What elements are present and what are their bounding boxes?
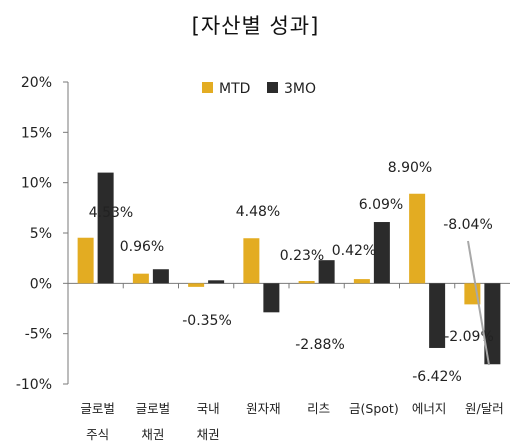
category-label: 글로벌 bbox=[136, 401, 171, 416]
bar-mtd bbox=[243, 238, 260, 284]
data-label: 4.53% bbox=[89, 205, 133, 221]
data-label: 0.42% bbox=[332, 243, 376, 259]
y-tick-label: 20% bbox=[21, 75, 52, 91]
y-tick-label: 15% bbox=[21, 125, 52, 141]
y-tick-label: 5% bbox=[30, 226, 52, 242]
chart-title: [자산별 성과] bbox=[191, 14, 320, 38]
category-label: 채권 bbox=[197, 427, 220, 442]
data-labels: 4.53% 0.96% -0.35% 4.48% -2.88% 0.23% 0.42% 6.0… bbox=[89, 160, 494, 385]
category-label: 원자재 bbox=[246, 401, 281, 416]
bar-mtd bbox=[353, 279, 370, 284]
bar-mtd bbox=[298, 281, 315, 284]
bar-3mo bbox=[429, 283, 446, 348]
category-label: 리츠 bbox=[307, 401, 330, 416]
data-label: -2.09% bbox=[444, 329, 494, 345]
data-label: 0.96% bbox=[120, 239, 164, 255]
bar-3mo bbox=[373, 222, 390, 284]
legend: MTD 3MO bbox=[202, 81, 316, 97]
bar-3mo bbox=[263, 283, 280, 313]
category-label: 금(Spot) bbox=[349, 401, 399, 416]
legend-label-3mo: 3MO bbox=[284, 81, 316, 97]
y-tick-label: -10% bbox=[16, 377, 52, 393]
y-tick-label: -5% bbox=[25, 327, 52, 343]
data-label: 8.90% bbox=[388, 160, 432, 176]
bar-mtd bbox=[409, 193, 426, 284]
bars bbox=[77, 172, 501, 365]
legend-swatch-3mo bbox=[267, 82, 278, 93]
data-label: 4.48% bbox=[236, 204, 280, 220]
bar-3mo bbox=[208, 280, 225, 284]
bar-3mo bbox=[484, 283, 501, 365]
bar-3mo bbox=[318, 260, 335, 284]
bar-mtd bbox=[77, 237, 94, 284]
category-label: 에너지 bbox=[412, 401, 447, 416]
category-label: 국내 bbox=[197, 401, 220, 416]
data-label: -8.04% bbox=[443, 217, 493, 233]
category-label: 글로벌 bbox=[80, 401, 115, 416]
y-tick-label: 0% bbox=[30, 276, 52, 292]
legend-label-mtd: MTD bbox=[219, 81, 250, 97]
bar-3mo bbox=[152, 269, 169, 284]
category-label: 원/달러 bbox=[465, 401, 504, 416]
bar-3mo bbox=[97, 172, 114, 284]
bar-mtd bbox=[132, 273, 149, 284]
bar-mtd bbox=[188, 283, 205, 287]
y-tick-label: 10% bbox=[21, 176, 52, 192]
data-label: -2.88% bbox=[295, 337, 345, 353]
data-label: 0.23% bbox=[280, 248, 324, 264]
category-label: 주식 bbox=[86, 427, 109, 442]
data-label: -0.35% bbox=[182, 313, 232, 329]
legend-swatch-mtd bbox=[202, 82, 213, 93]
data-label: 6.09% bbox=[359, 197, 403, 213]
data-label: -6.42% bbox=[412, 369, 462, 385]
category-label: 채권 bbox=[141, 427, 164, 442]
label-leader-line bbox=[467, 240, 490, 366]
